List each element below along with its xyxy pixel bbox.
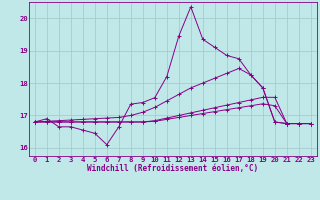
X-axis label: Windchill (Refroidissement éolien,°C): Windchill (Refroidissement éolien,°C)	[87, 164, 258, 173]
